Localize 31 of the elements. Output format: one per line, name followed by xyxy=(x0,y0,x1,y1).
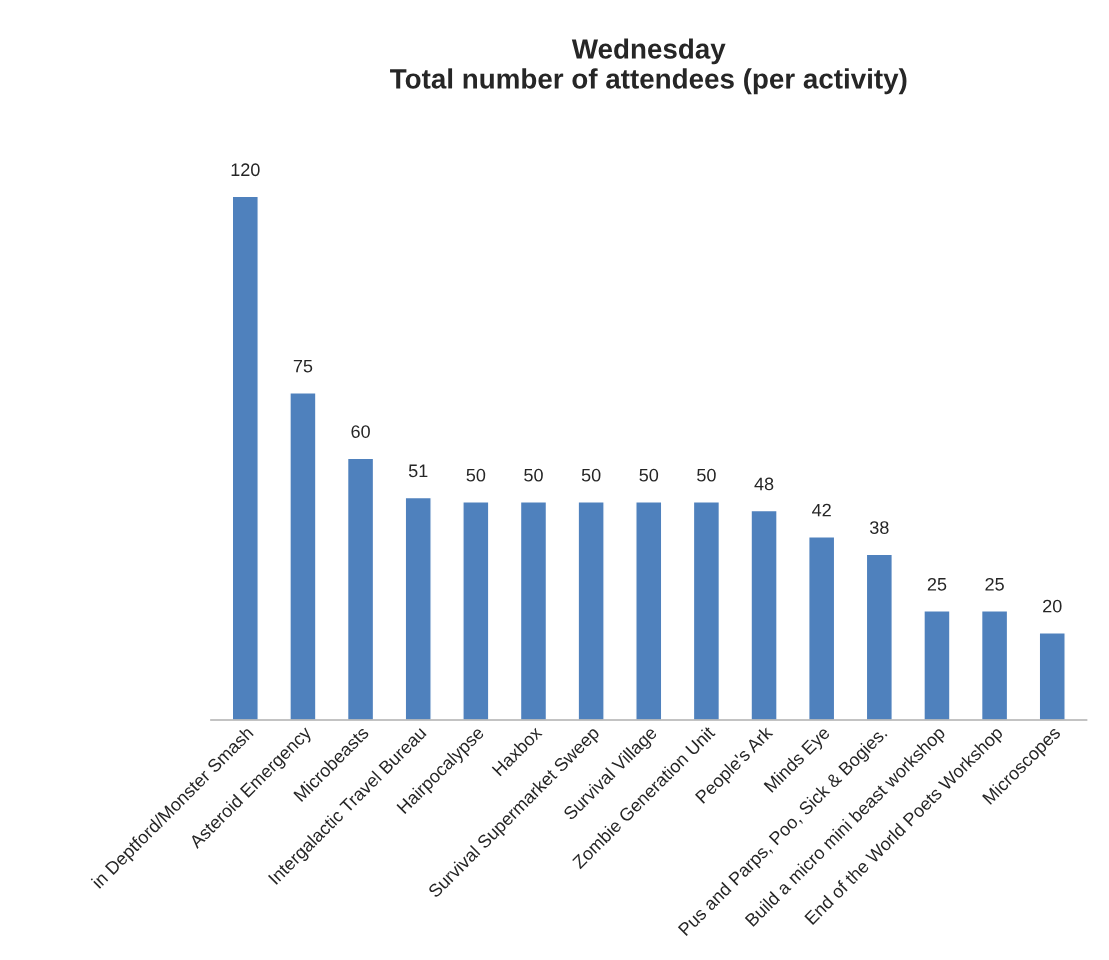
data-label: 25 xyxy=(985,577,1004,591)
bar xyxy=(519,501,548,720)
data-label: 75 xyxy=(293,359,313,373)
data-label: 50 xyxy=(697,468,716,482)
data-label: 38 xyxy=(869,521,889,534)
data-label: 25 xyxy=(927,577,947,591)
data-label: 51 xyxy=(408,464,428,478)
bar xyxy=(577,501,605,720)
data-label: 50 xyxy=(524,468,543,482)
chart-title: Wednesday Total number of attendees (per activity) xyxy=(390,38,907,95)
data-label: 20 xyxy=(1043,599,1062,613)
bar xyxy=(289,392,317,720)
data-label: 50 xyxy=(466,468,486,482)
data-label: 120 xyxy=(231,163,260,177)
data-label: 60 xyxy=(351,425,370,438)
bar xyxy=(346,457,375,720)
bar xyxy=(750,509,778,720)
bar xyxy=(923,610,951,720)
bar xyxy=(1038,632,1066,720)
bar xyxy=(865,553,893,720)
data-label: 50 xyxy=(581,468,601,482)
bar xyxy=(462,501,490,720)
bar xyxy=(404,496,432,720)
bar xyxy=(692,501,721,720)
data-label: 48 xyxy=(754,477,774,491)
bar xyxy=(808,536,836,720)
bar xyxy=(635,501,663,720)
bar xyxy=(231,195,259,720)
data-label: 50 xyxy=(639,468,659,482)
bar xyxy=(980,610,1009,720)
data-label: 42 xyxy=(812,503,831,517)
